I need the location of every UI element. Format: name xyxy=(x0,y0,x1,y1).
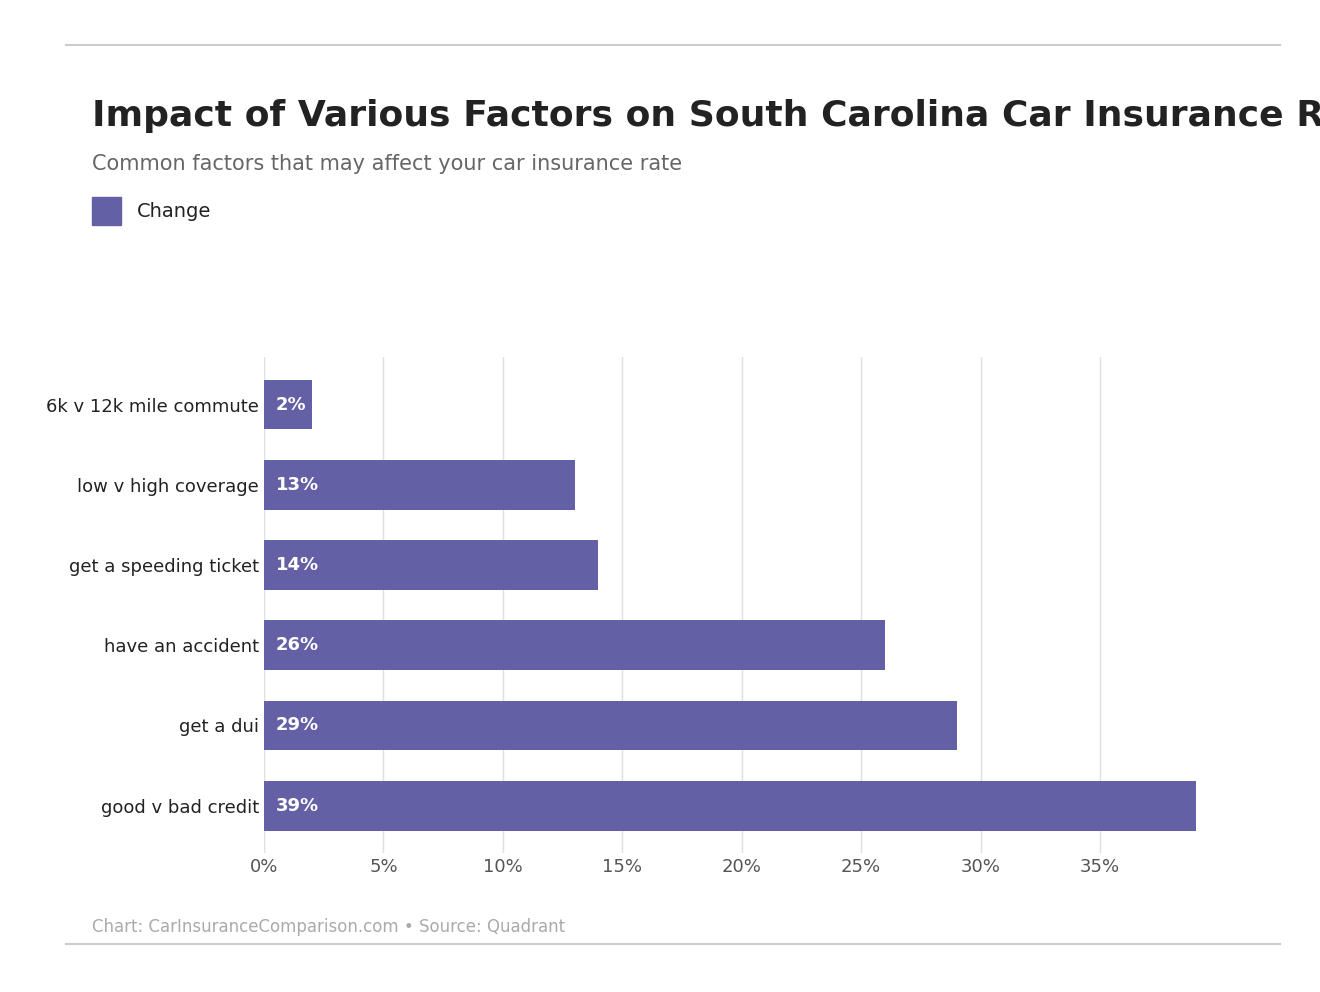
Text: 2%: 2% xyxy=(276,396,306,414)
Text: Impact of Various Factors on South Carolina Car Insurance Rates: Impact of Various Factors on South Carol… xyxy=(92,99,1320,133)
Bar xyxy=(264,540,598,590)
Bar xyxy=(264,620,884,671)
Text: 13%: 13% xyxy=(276,476,319,494)
Bar xyxy=(264,380,312,430)
Text: Chart: CarInsuranceComparison.com • Source: Quadrant: Chart: CarInsuranceComparison.com • Sour… xyxy=(92,918,565,935)
Bar xyxy=(264,700,957,750)
Text: 26%: 26% xyxy=(276,636,319,655)
Text: 14%: 14% xyxy=(276,556,319,574)
Bar xyxy=(264,460,574,510)
Text: Change: Change xyxy=(137,201,211,221)
Text: Common factors that may affect your car insurance rate: Common factors that may affect your car … xyxy=(92,154,682,174)
Text: 39%: 39% xyxy=(276,797,319,814)
Bar xyxy=(264,781,1196,830)
Text: 29%: 29% xyxy=(276,716,319,734)
